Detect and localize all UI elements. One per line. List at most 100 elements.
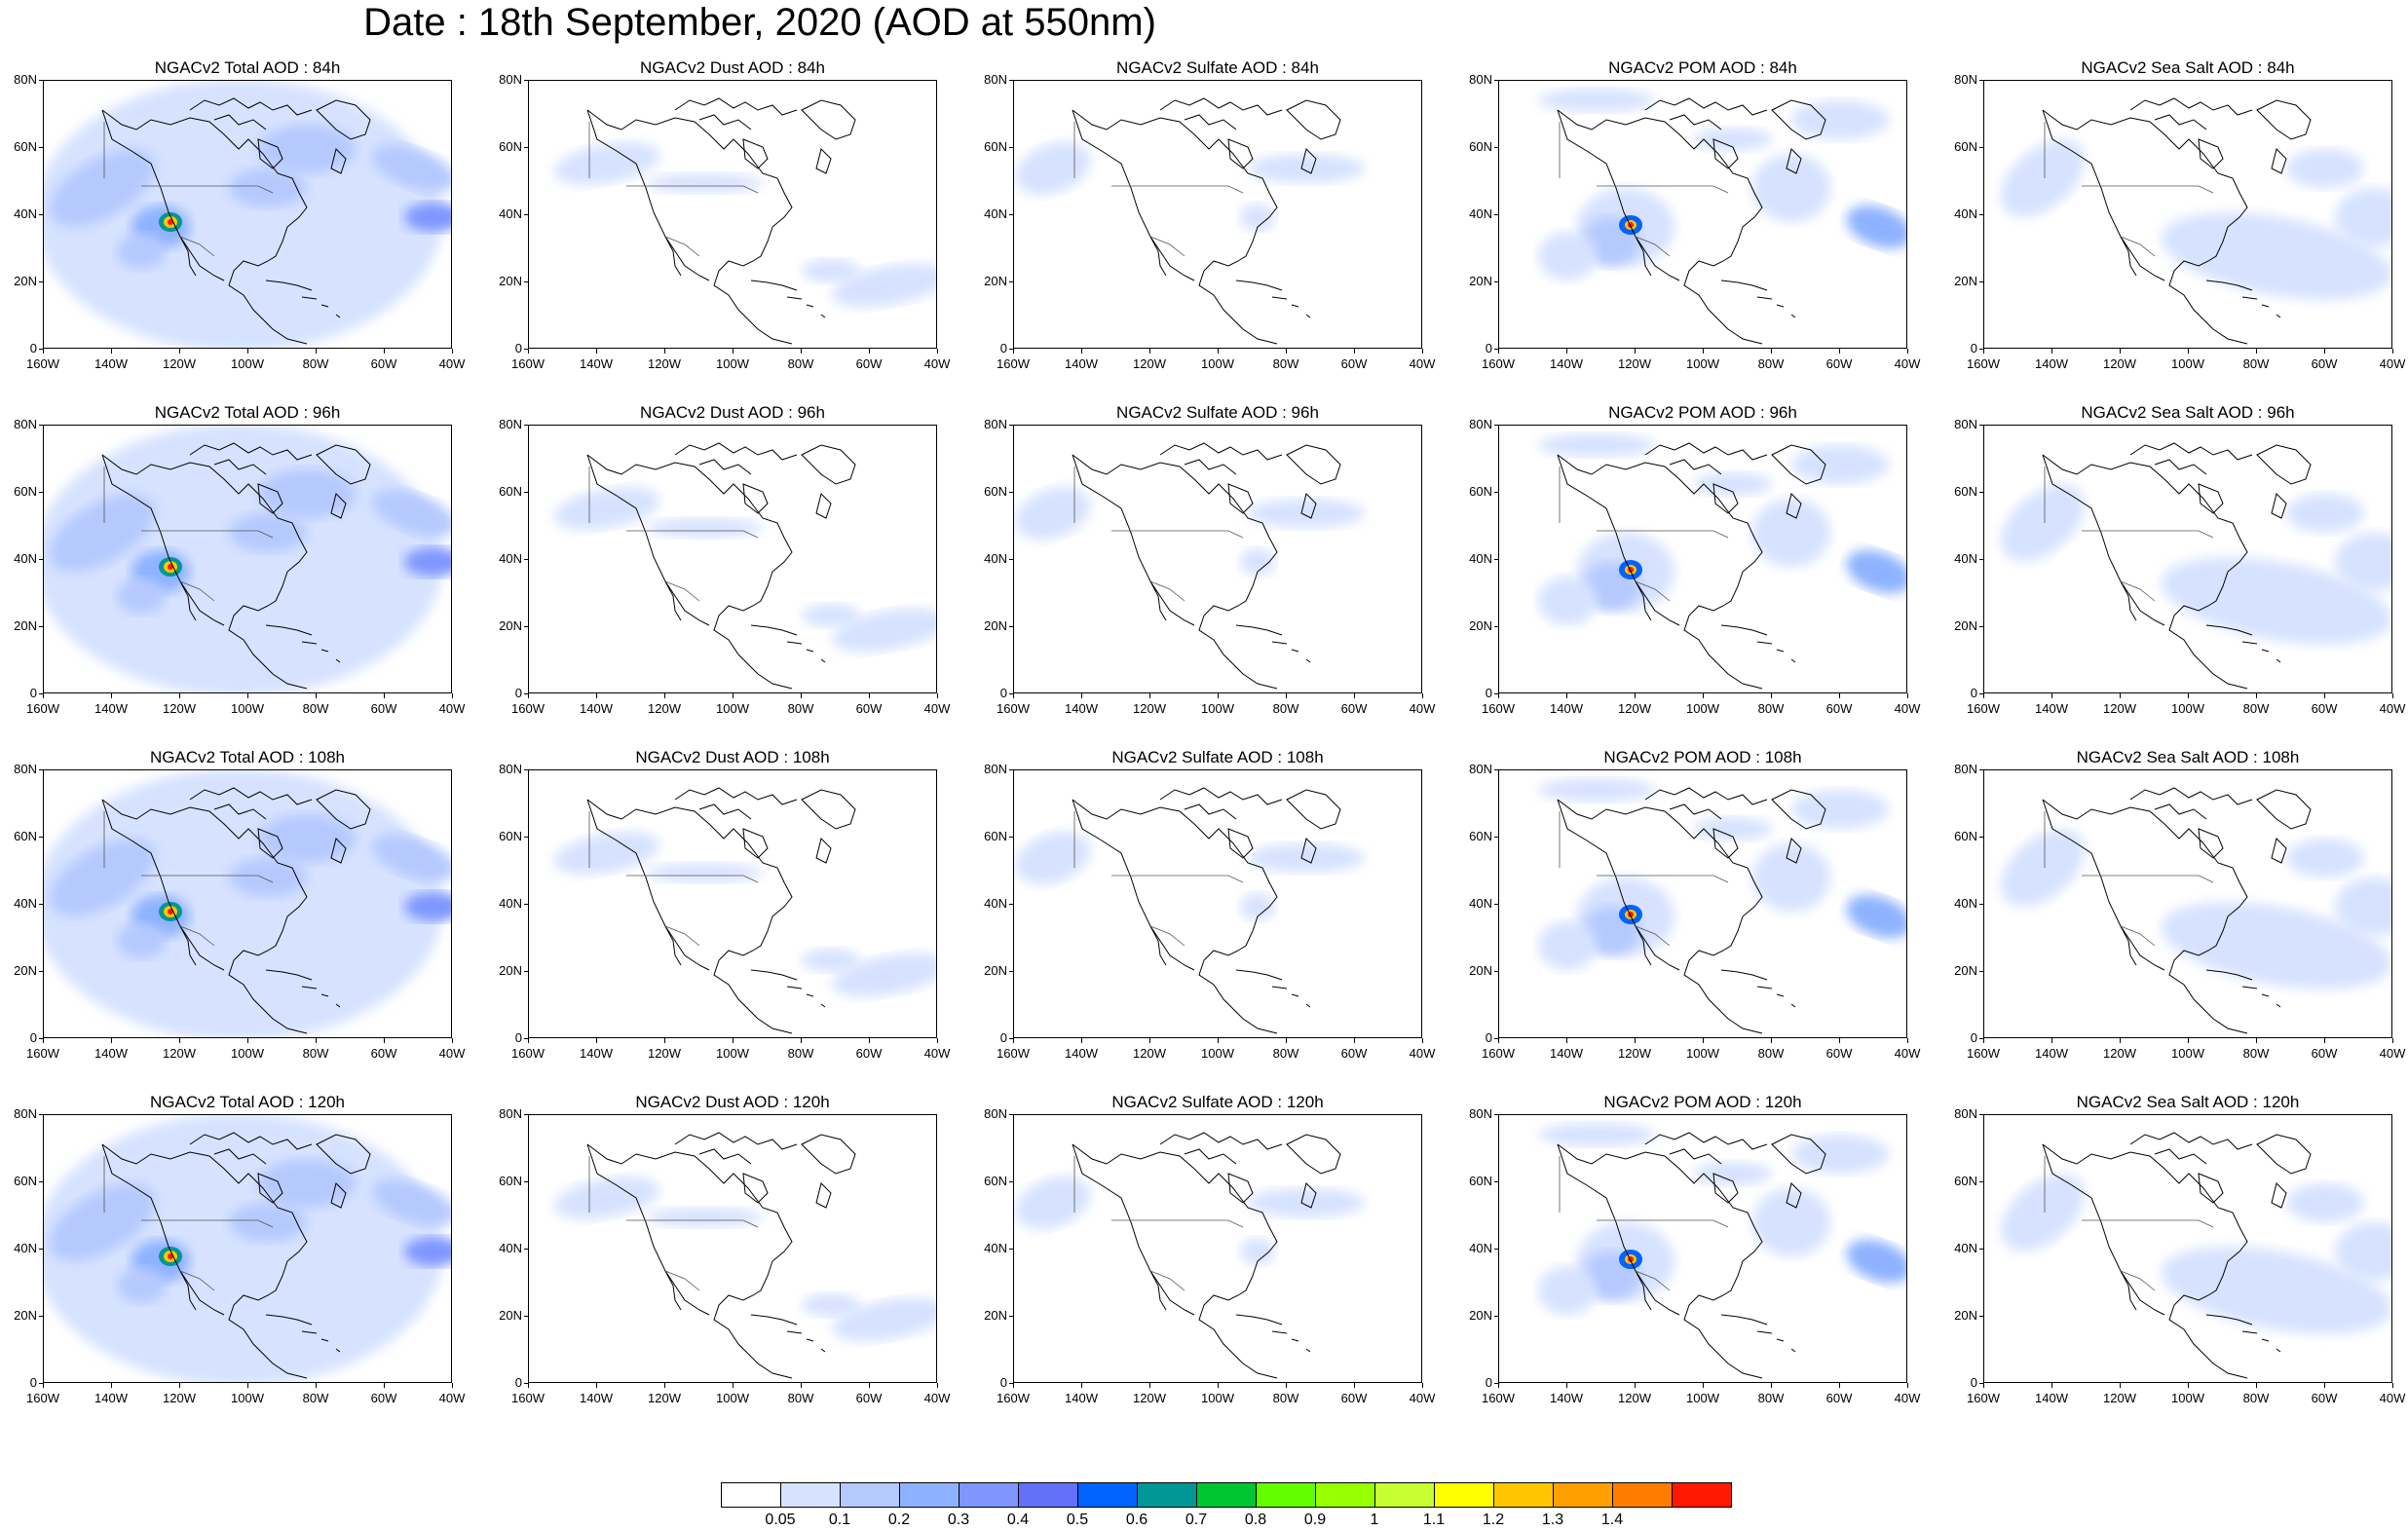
coastline [213, 459, 267, 475]
lat-tick [1979, 904, 1983, 905]
lat-tick [1009, 559, 1013, 560]
aod-map [1538, 433, 1906, 690]
coastline [1271, 296, 1288, 300]
lon-tick [869, 1383, 870, 1388]
coastline [2261, 304, 2270, 308]
lon-tick [596, 1038, 597, 1043]
longitude-label: 120W [2103, 1046, 2136, 1061]
map-panel-dust-96h: NGACv2 Dust AOD : 96h 80N 60N 40N 20N 0 160W 14… [489, 403, 976, 734]
lat-tick [1009, 1038, 1013, 1039]
aod-plume [168, 909, 173, 915]
aod-plume [1752, 843, 1830, 912]
longitude-label: 140W [1065, 1391, 1098, 1405]
coastline [1712, 483, 1739, 514]
coastline [1286, 789, 1341, 830]
longitude-label: 100W [2171, 1046, 2204, 1061]
lon-tick [247, 1383, 248, 1388]
map-panel-pom-84h: NGACv2 POM AOD : 84h 80N 60N 40N 20N 0 160W 140… [1459, 58, 1946, 390]
coastline [2198, 138, 2224, 169]
coastline [2154, 803, 2207, 820]
lat-tick [39, 1038, 43, 1039]
lat-tick [524, 1249, 528, 1250]
country-border [2082, 875, 2214, 883]
latitude-label: 80N [14, 1106, 37, 1121]
lon-tick [452, 1383, 453, 1388]
coastline [101, 109, 225, 281]
map-panel-sulfate-108h: NGACv2 Sulfate AOD : 108h 80N 60N 40N 20N 0 16… [974, 748, 1461, 1079]
latitude-label: 0 [514, 341, 522, 355]
aod-plume [49, 839, 156, 916]
longitude-label: 40W [438, 701, 466, 716]
figure-title: Date : 18th September, 2020 (AOD at 550n… [363, 1, 1156, 44]
coastline [1286, 1134, 1341, 1175]
coastline [1184, 1148, 1237, 1165]
country-border [141, 185, 274, 194]
longitude-label: 140W [1550, 1046, 1583, 1061]
longitude-label: 160W [26, 356, 59, 371]
lon-tick [1081, 349, 1082, 354]
coastline [1149, 1270, 1167, 1311]
coastline [2261, 1338, 2270, 1342]
longitude-label: 40W [923, 1046, 951, 1061]
aod-plume [1791, 445, 1889, 484]
longitude-label: 140W [2035, 1391, 2068, 1405]
coastline [2276, 314, 2281, 318]
lon-tick [937, 693, 938, 698]
coastline [2205, 969, 2253, 981]
coastline [1786, 1182, 1802, 1209]
coastline [1786, 838, 1802, 864]
coastline [2205, 1314, 2253, 1326]
lat-tick [524, 1181, 528, 1182]
aod-plume [168, 1253, 173, 1259]
country-border [1597, 530, 1729, 539]
aod-map [44, 1115, 451, 1382]
latitude-label: 80N [984, 762, 1007, 776]
lon-tick [1422, 1383, 1423, 1388]
longitude-label: 100W [231, 1391, 264, 1405]
lat-tick [524, 214, 528, 215]
lat-tick [524, 80, 528, 81]
aod-map [1538, 89, 1906, 345]
aod-map [44, 81, 451, 348]
latitude-label: 0 [1970, 341, 1977, 355]
country-border [626, 875, 759, 883]
coastline [1557, 799, 1680, 971]
lat-tick [1494, 1316, 1498, 1317]
lon-tick [664, 1383, 665, 1388]
lat-tick [1494, 693, 1498, 694]
lon-tick [1081, 693, 1082, 698]
coastline [1756, 986, 1773, 990]
lat-tick [39, 626, 43, 627]
aod-plume [1240, 1238, 1275, 1265]
latitude-label: 40N [14, 1241, 37, 1255]
longitude-label: 160W [997, 701, 1030, 716]
coastline [189, 1132, 313, 1150]
latitude-label: 60N [1954, 1174, 1977, 1188]
panel-title: NGACv2 Sulfate AOD : 84h [1116, 58, 1319, 77]
panel-title: NGACv2 Sea Salt AOD : 120h [2076, 1093, 2300, 1111]
longitude-label: 160W [511, 701, 545, 716]
lon-tick [384, 349, 385, 354]
coastline [316, 789, 371, 830]
coastline [1790, 658, 1796, 663]
longitude-label: 160W [511, 1046, 545, 1061]
coastline [1557, 1143, 1763, 1379]
latitude-label: 0 [1970, 686, 1977, 700]
lon-tick [528, 349, 529, 354]
coastline [1184, 114, 1237, 131]
lat-tick [1979, 281, 1983, 282]
coastline [664, 925, 682, 966]
aod-plume [646, 173, 763, 193]
lon-tick [1422, 349, 1423, 354]
latitude-label: 20N [499, 618, 522, 633]
lon-tick [1635, 1038, 1636, 1043]
coastline [2198, 828, 2224, 859]
lon-tick [2256, 1383, 2257, 1388]
coastline [742, 483, 769, 514]
latitude-label: 0 [999, 1030, 1007, 1045]
country-border [2120, 925, 2156, 947]
coastline [1644, 787, 1768, 805]
coastline [189, 97, 313, 116]
coastline [1286, 99, 1341, 140]
aod-plume [49, 149, 156, 227]
